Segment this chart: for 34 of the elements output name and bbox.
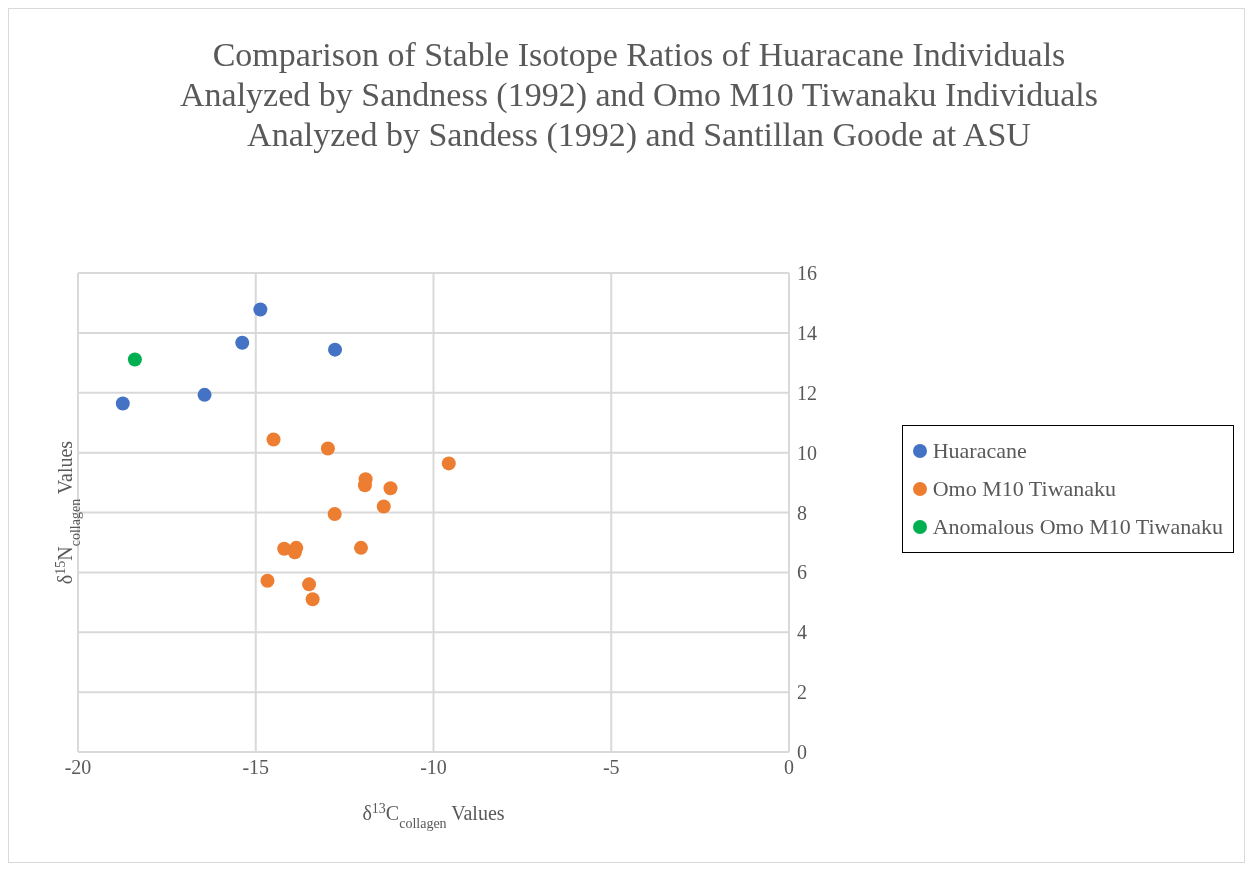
- point: [302, 577, 317, 592]
- y-tick-label: 4: [797, 621, 807, 644]
- point: [353, 540, 368, 555]
- y-tick-label: 12: [797, 381, 817, 404]
- point: [260, 573, 275, 588]
- point: [266, 432, 281, 447]
- point: [320, 441, 335, 456]
- point: [441, 456, 456, 471]
- point: [235, 335, 250, 350]
- x-tick-label: -5: [602, 756, 620, 779]
- legend-label: Huaracane: [932, 437, 1027, 465]
- y-tick-label: 0: [797, 741, 807, 764]
- point: [327, 507, 342, 521]
- point: [383, 481, 398, 496]
- y-tick-label: 10: [797, 441, 817, 464]
- point: [197, 387, 212, 402]
- chart-title: Comparison of Stable Isotope Ratios of Huaracane Individuals Analyzed by Sandness (1992) and Omo M10 Tiwanaku Individuals Analyzed by Sandess (1992) and Santillan Goode at ASU: [179, 35, 1099, 155]
- point: [376, 499, 391, 514]
- x-tick-label: -20: [64, 756, 92, 779]
- point: [115, 396, 130, 411]
- point: [253, 302, 268, 317]
- y-tick-label: 2: [797, 681, 807, 704]
- x-tick-label: -15: [242, 756, 270, 779]
- legend-label: Anomalous Omo M10 Tiwanaku: [932, 513, 1223, 541]
- x-axis-title: δ$^{13}$C$_{collagen}$ Values: [362, 800, 505, 831]
- y-tick-label: 16: [797, 262, 817, 285]
- legend-label: Omo M10 Tiwanaku: [932, 475, 1117, 503]
- point: [328, 342, 343, 357]
- point: [305, 592, 320, 607]
- y-tick-label: 6: [797, 561, 807, 584]
- x-tick-label: -10: [420, 756, 447, 779]
- y-tick-label: 14: [797, 321, 817, 344]
- y-tick-label: 8: [797, 501, 807, 524]
- point: [127, 352, 142, 367]
